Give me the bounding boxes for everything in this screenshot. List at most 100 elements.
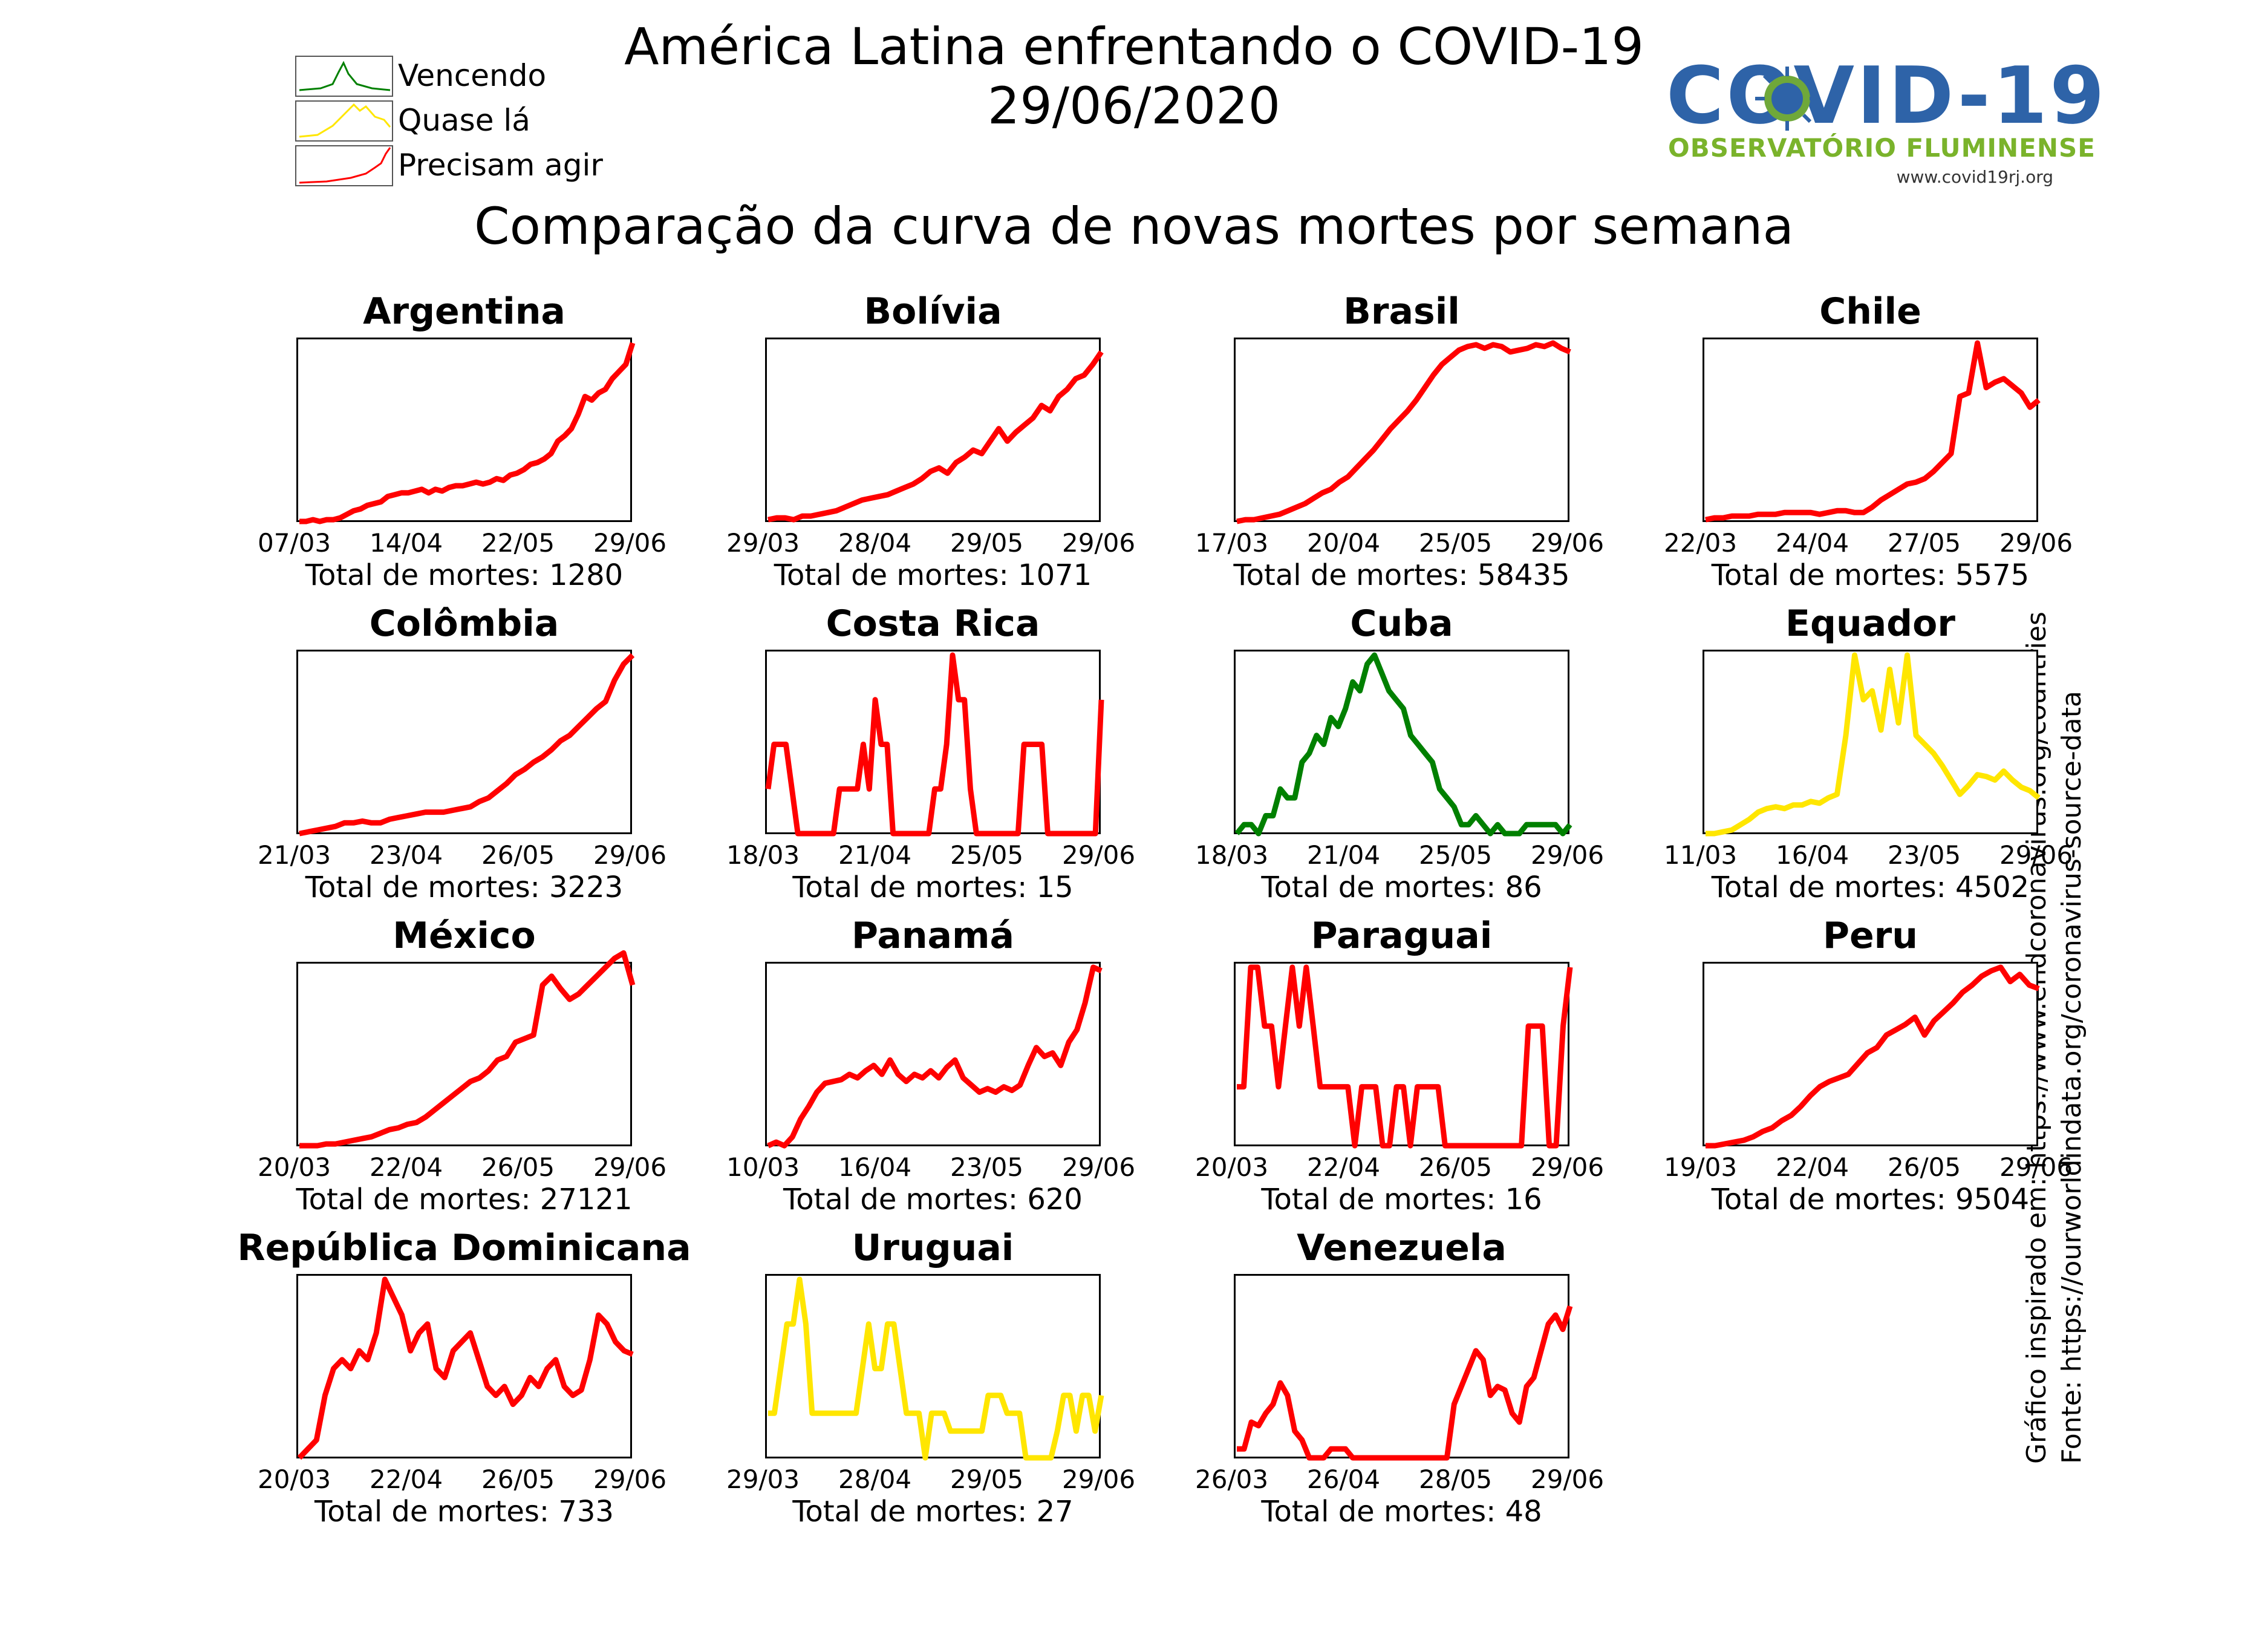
legend-label: Vencendo xyxy=(398,58,547,93)
plot-area-paraguai xyxy=(1234,962,1573,1149)
x-tick-label: 14/04 xyxy=(370,528,443,558)
total-deaths-argentina: Total de mortes: 1280 xyxy=(305,558,624,592)
total-deaths-republica-dominicana: Total de mortes: 733 xyxy=(314,1495,614,1529)
x-tick-label: 23/04 xyxy=(370,840,443,870)
red-rising-curve-icon xyxy=(295,145,393,186)
total-deaths-paraguai: Total de mortes: 16 xyxy=(1261,1183,1542,1216)
x-tick-label: 29/06 xyxy=(1999,528,2073,558)
series-svg-uruguai xyxy=(768,1276,1104,1461)
x-tick-label: 28/05 xyxy=(1419,1464,1493,1494)
x-tick-label: 28/04 xyxy=(838,528,912,558)
x-tick-label: 29/06 xyxy=(1062,528,1136,558)
panel-title-republica-dominicana: República Dominicana xyxy=(237,1227,691,1269)
plot-area-costa-rica xyxy=(765,650,1104,837)
total-deaths-equador: Total de mortes: 4502 xyxy=(1711,870,2030,904)
x-tick-label: 22/04 xyxy=(1776,1152,1849,1182)
x-tick-label: 29/06 xyxy=(593,1152,667,1182)
series-line-chile xyxy=(1705,340,2041,523)
series-svg-costa-rica xyxy=(765,652,1104,837)
series-svg-cuba xyxy=(1234,652,1572,837)
plot-area-chile xyxy=(1703,338,2041,523)
plot-area-uruguai xyxy=(765,1274,1104,1461)
series-svg-republica-dominicana xyxy=(297,1276,634,1460)
panel-title-paraguai: Paraguai xyxy=(1311,915,1493,957)
chart-title: América Latina enfrentando o COVID-19 xyxy=(624,17,1644,76)
yellow-plateau-curve-icon xyxy=(295,100,393,142)
x-tick-label: 26/05 xyxy=(481,1152,555,1182)
series-line-peru xyxy=(1706,964,2040,1149)
series-svg-brasil xyxy=(1236,340,1571,524)
x-tick-label: 26/05 xyxy=(1419,1152,1493,1182)
total-deaths-brasil: Total de mortes: 58435 xyxy=(1233,558,1570,592)
x-tick-label: 16/04 xyxy=(838,1152,912,1182)
x-tick-label: 29/03 xyxy=(726,1464,800,1494)
x-tick-label: 29/06 xyxy=(1999,1152,2073,1182)
x-tick-label: 22/04 xyxy=(370,1464,443,1494)
x-tick-label: 29/06 xyxy=(1531,840,1605,870)
x-tick-label: 29/05 xyxy=(950,1464,1024,1494)
logo-subtitle: OBSERVATÓRIO FLUMINENSE xyxy=(1668,133,2096,163)
series-svg-bolivia xyxy=(767,350,1104,523)
total-deaths-peru: Total de mortes: 9504 xyxy=(1711,1183,2030,1216)
x-tick-label: 25/05 xyxy=(1419,528,1493,558)
series-svg-chile xyxy=(1705,340,2041,523)
x-tick-label: 29/06 xyxy=(593,528,667,558)
x-tick-label: 07/03 xyxy=(258,528,331,558)
x-tick-label: 26/05 xyxy=(481,840,555,870)
series-line-venezuela xyxy=(1237,1305,1573,1461)
panel-title-uruguai: Uruguai xyxy=(852,1227,1014,1269)
x-tick-label: 22/03 xyxy=(1664,528,1738,558)
plot-area-venezuela xyxy=(1234,1274,1573,1461)
total-deaths-panama: Total de mortes: 620 xyxy=(783,1183,1083,1216)
logo-url: www.covid19rj.org xyxy=(1896,167,2053,187)
total-deaths-cuba: Total de mortes: 86 xyxy=(1261,870,1542,904)
x-tick-label: 10/03 xyxy=(726,1152,800,1182)
x-tick-label: 23/05 xyxy=(950,1152,1024,1182)
panel-title-brasil: Brasil xyxy=(1343,290,1460,333)
panel-title-venezuela: Venezuela xyxy=(1297,1227,1507,1269)
panel-title-cuba: Cuba xyxy=(1350,602,1453,645)
x-tick-label: 29/06 xyxy=(1062,840,1136,870)
x-tick-label: 28/04 xyxy=(838,1464,912,1494)
x-tick-label: 29/06 xyxy=(1531,528,1605,558)
x-tick-label: 18/03 xyxy=(1195,840,1269,870)
series-svg-equador xyxy=(1706,652,2041,837)
series-line-brasil xyxy=(1236,340,1571,524)
x-tick-label: 18/03 xyxy=(726,840,800,870)
total-deaths-costa-rica: Total de mortes: 15 xyxy=(792,870,1074,904)
plot-area-colombia xyxy=(296,650,635,837)
panel-title-mexico: México xyxy=(393,915,536,957)
x-tick-label: 20/04 xyxy=(1307,528,1381,558)
series-line-paraguai xyxy=(1237,964,1573,1149)
x-tick-label: 27/05 xyxy=(1888,528,1961,558)
x-tick-label: 20/03 xyxy=(258,1152,331,1182)
plot-area-panama xyxy=(765,962,1103,1149)
x-tick-label: 21/04 xyxy=(838,840,912,870)
plot-area-equador xyxy=(1703,650,2041,837)
series-line-colombia xyxy=(299,653,635,837)
x-tick-label: 20/03 xyxy=(258,1464,331,1494)
series-svg-venezuela xyxy=(1237,1305,1573,1461)
x-tick-label: 24/04 xyxy=(1776,528,1849,558)
logo-title: COVID-19 xyxy=(1666,50,2107,142)
total-deaths-bolivia: Total de mortes: 1071 xyxy=(774,558,1092,592)
x-tick-label: 16/04 xyxy=(1776,840,1849,870)
x-tick-label: 20/03 xyxy=(1195,1152,1269,1182)
x-tick-label: 29/03 xyxy=(726,528,800,558)
total-deaths-chile: Total de mortes: 5575 xyxy=(1711,558,2030,592)
plot-area-brasil xyxy=(1234,338,1571,524)
panel-title-bolivia: Bolívia xyxy=(864,290,1002,333)
plot-area-republica-dominicana xyxy=(296,1274,634,1460)
x-tick-label: 26/04 xyxy=(1307,1464,1381,1494)
series-line-republica-dominicana xyxy=(297,1276,634,1460)
source-note: Fonte: https://ourworldindata.org/corona… xyxy=(2056,691,2087,1464)
green-bell-curve-icon xyxy=(295,56,393,97)
series-line-costa-rica xyxy=(765,652,1104,837)
legend-label: Quase lá xyxy=(398,103,530,138)
series-svg-mexico xyxy=(299,950,636,1149)
x-tick-label: 22/04 xyxy=(1307,1152,1381,1182)
x-tick-label: 29/06 xyxy=(1062,1464,1136,1494)
x-tick-label: 25/05 xyxy=(1419,840,1493,870)
covid19-observatorio-logo: COVID-19 OBSERVATÓRIO FLUMINENSE www.cov… xyxy=(1666,50,2105,191)
x-tick-label: 25/05 xyxy=(950,840,1024,870)
